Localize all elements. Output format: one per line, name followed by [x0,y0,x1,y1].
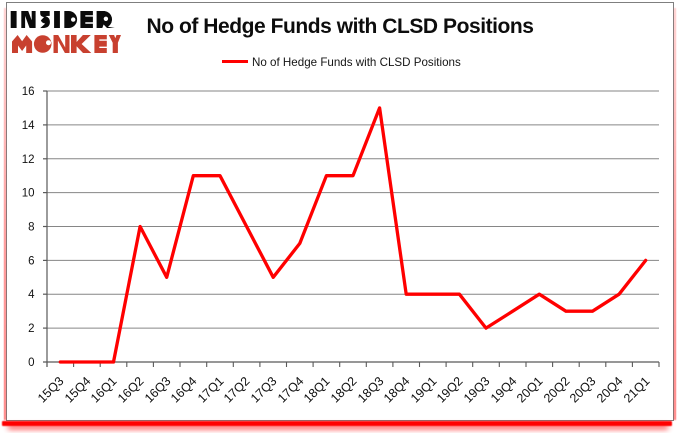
svg-text:10: 10 [22,188,35,200]
svg-text:6: 6 [28,255,34,267]
svg-text:4: 4 [28,289,35,301]
svg-text:14: 14 [22,120,35,132]
svg-text:16: 16 [22,86,35,98]
svg-text:0: 0 [28,357,34,369]
svg-text:8: 8 [28,222,34,234]
svg-text:2: 2 [28,323,34,335]
svg-text:12: 12 [22,154,35,166]
